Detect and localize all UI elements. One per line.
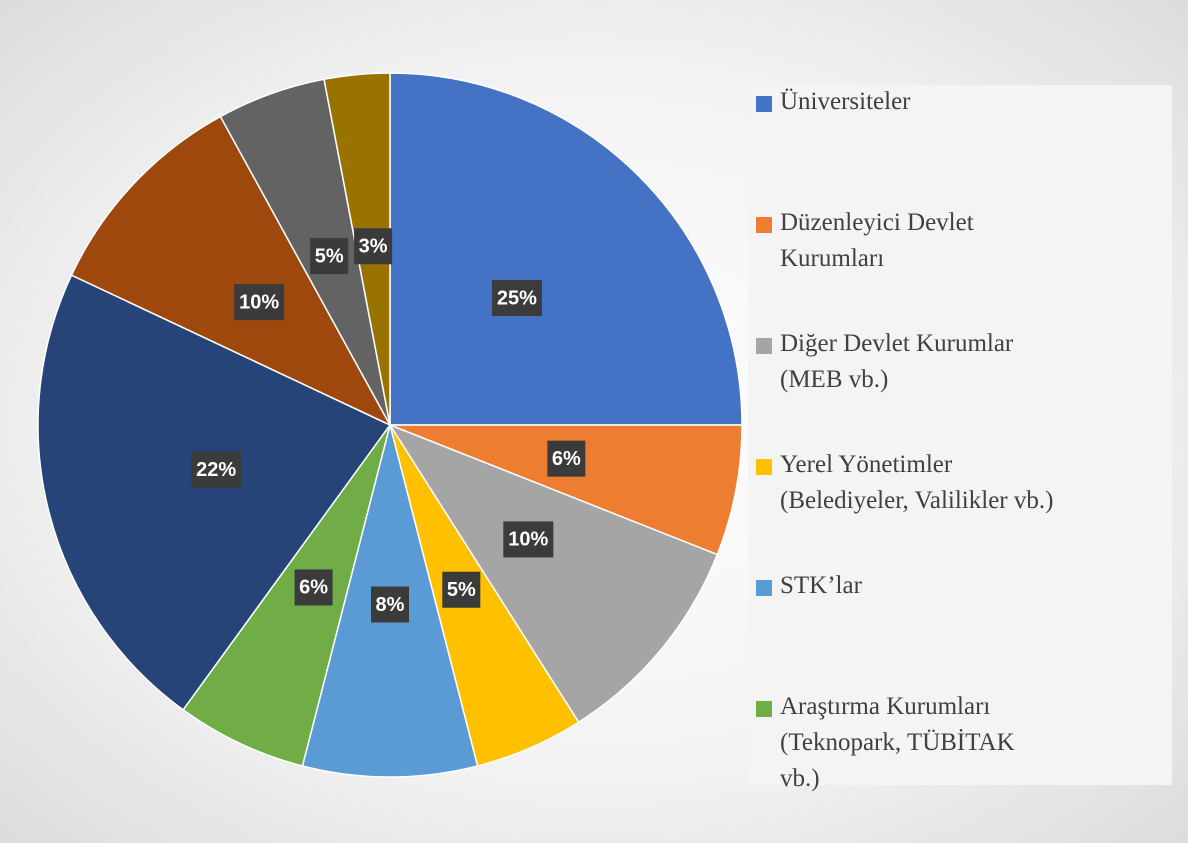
data-label: 5% (442, 571, 481, 608)
pie-slice (389, 72, 743, 426)
legend-label: STK’lar (780, 572, 862, 599)
data-label-text: 10% (239, 291, 279, 313)
data-label: 8% (371, 586, 409, 623)
data-label: 22% (191, 451, 242, 488)
legend-swatch (756, 701, 772, 717)
data-label-text: 5% (447, 579, 476, 601)
data-label-text: 22% (196, 459, 236, 481)
data-label-text: 8% (376, 594, 405, 616)
data-label-box (294, 569, 333, 606)
data-label-box (547, 440, 586, 477)
data-label-text: 25% (497, 287, 537, 309)
data-label: 10% (234, 284, 285, 321)
data-label: 25% (491, 280, 542, 317)
legend-swatch (756, 580, 772, 596)
legend: Üniversiteler Düzenleyici Devlet Kurumlar… (748, 84, 1172, 792)
legend-swatch (756, 459, 772, 475)
legend-entry: Düzenleyici Devlet Kurumları (756, 205, 974, 277)
data-label-box (234, 284, 285, 321)
pie-slice (389, 424, 743, 556)
data-label-box (503, 521, 554, 558)
data-label: 10% (503, 521, 554, 558)
pie-slice (182, 424, 391, 767)
data-label-box (491, 280, 542, 317)
legend-label: Üniversiteler (780, 88, 911, 115)
pie-slice (70, 115, 392, 427)
data-label-box (371, 586, 409, 623)
legend-label: Araştırma Kurumları (Teknopark, TÜBİTAK … (780, 693, 1015, 792)
pie-slice (388, 423, 719, 724)
legend-entry: Diğer Devlet Kurumlar (MEB vb.) (756, 326, 1013, 398)
legend-label: Yerel Yönetimler (Belediyeler, Valilikle… (780, 451, 1054, 514)
data-label-text: 10% (508, 529, 548, 551)
data-label: 6% (294, 569, 333, 606)
legend-label: Düzenleyici Devlet Kurumları (780, 209, 974, 272)
data-label-box (310, 238, 349, 275)
data-label-box (191, 451, 242, 488)
legend-entry: Üniversiteler (756, 84, 911, 120)
legend-swatch (756, 217, 772, 233)
data-label-text: 3% (359, 236, 388, 258)
data-label: 3% (354, 228, 393, 265)
data-label-text: 6% (299, 577, 328, 599)
data-label-box (442, 571, 481, 608)
legend-entry: STK’lar (756, 568, 862, 604)
legend-entry: Yerel Yönetimler (Belediyeler, Valilikle… (756, 447, 1053, 519)
legend-label: Diğer Devlet Kurumlar (MEB vb.) (780, 330, 1014, 393)
data-label: 6% (547, 440, 586, 477)
data-label-text: 5% (315, 245, 344, 267)
legend-entry: Araştırma Kurumları (Teknopark, TÜBİTAK … (756, 689, 1015, 797)
data-label-text: 6% (552, 448, 581, 470)
data-label-box (354, 228, 393, 265)
legend-swatch (756, 96, 772, 112)
data-label: 5% (310, 238, 349, 275)
legend-swatch (756, 338, 772, 354)
